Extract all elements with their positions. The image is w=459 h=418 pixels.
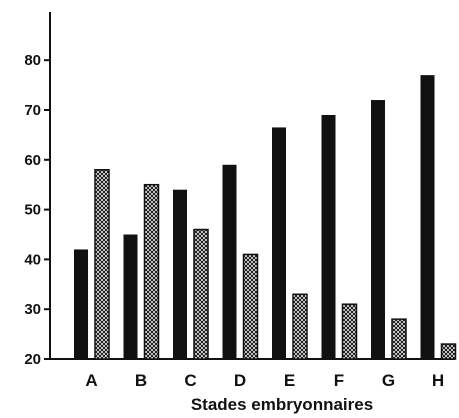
x-tick-label: G — [382, 371, 395, 390]
bar-solid-F — [321, 114, 336, 359]
x-tick-label: B — [135, 371, 147, 390]
bar-hatched-E — [292, 293, 308, 360]
bar-solid-B — [123, 234, 138, 359]
x-tick-label: A — [85, 371, 97, 390]
y-tick-label: 30 — [24, 301, 41, 318]
y-tick-label: 70 — [24, 102, 41, 119]
bar-solid-H — [420, 75, 435, 359]
bar-solid-A — [74, 249, 88, 359]
bar-solid-D — [222, 164, 237, 359]
bar-solid-C — [173, 189, 187, 359]
y-axis: 20 30 40 50 60 70 80 — [24, 12, 51, 368]
x-tick-label: E — [284, 371, 295, 390]
bar-hatched-C — [193, 228, 209, 360]
bar-hatched-F — [341, 303, 358, 360]
x-tick-label: F — [334, 371, 344, 390]
x-axis-title: Stades embryonnaires — [191, 395, 373, 414]
y-tick-label: 60 — [24, 152, 41, 169]
y-tick-label: 80 — [24, 52, 41, 69]
bar-solid-E — [272, 127, 286, 360]
bar-hatched-G — [391, 318, 407, 360]
bars — [74, 75, 457, 360]
bar-solid-G — [371, 100, 385, 359]
x-tick-label: C — [184, 371, 196, 390]
bar-hatched-B — [143, 183, 160, 360]
bar-hatched-A — [94, 169, 110, 360]
x-tick-label: D — [234, 371, 246, 390]
bar-hatched-H — [440, 343, 457, 360]
y-tick-label: 50 — [24, 202, 41, 219]
category-labels: A B C D E F G H — [85, 371, 444, 390]
bar-hatched-D — [242, 253, 259, 360]
x-tick-label: H — [432, 371, 444, 390]
y-tick-label: 40 — [24, 251, 41, 268]
y-tick-label: 20 — [24, 351, 41, 368]
